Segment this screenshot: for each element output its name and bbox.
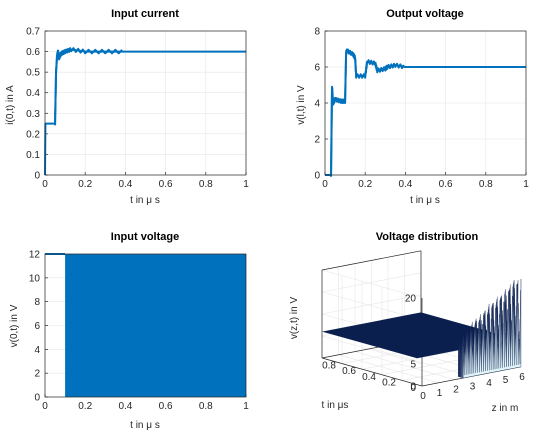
x-tick-label: 3 (470, 381, 476, 392)
y-tick-label: 6 (314, 63, 320, 74)
x-tick-label: 0.6 (439, 179, 453, 190)
x-tick-label: 0.4 (118, 401, 132, 412)
z-tick-label: 20 (405, 294, 417, 305)
output-voltage-panel: Output voltage v(l,t) in V t in μ s 0 0.2… (296, 8, 529, 206)
input-current-xlabel: t in μ s (130, 195, 160, 206)
x-tick-label: 0 (322, 179, 328, 190)
input-current-title: Input current (111, 8, 179, 20)
x-tick-label: 0.4 (118, 179, 132, 190)
y-tick-label: 0 (410, 383, 416, 394)
y-tick-label: 10 (29, 273, 41, 284)
input-voltage-title: Input voltage (111, 231, 179, 243)
y-tick-label: 0.6 (342, 366, 356, 377)
y-tick-label: 0.3 (26, 109, 40, 120)
y-tick-label: 0 (314, 171, 320, 182)
y-tick-label: 0.2 (382, 377, 396, 388)
y-tick-label: 4 (34, 345, 40, 356)
voltage-distribution-xlabel: z in m (492, 403, 519, 414)
voltage-distribution-title: Voltage distribution (376, 231, 479, 243)
x-tick-label: 1 (437, 388, 443, 399)
output-voltage-ylabel: v(l,t) in V (296, 85, 307, 125)
y-tick-label: 0.1 (26, 150, 40, 161)
x-gridline-floor (371, 348, 472, 377)
x-gridline-floor (354, 351, 456, 380)
y-tick-label: 2 (314, 135, 320, 146)
input-voltage-xlabel: t in μ s (130, 420, 160, 431)
voltage-distribution-ylabel: t in μs (322, 400, 349, 411)
y-tick-label: 2 (34, 369, 40, 380)
y-tick-label: 12 (29, 250, 41, 261)
x-tick-label: 0.8 (479, 179, 493, 190)
y-gridline-floor (361, 349, 462, 370)
x-tick-label: 0.8 (199, 179, 213, 190)
box-edge (321, 357, 423, 387)
y-tick-label: 0.4 (26, 88, 40, 99)
z-tick-label: 5 (410, 360, 416, 371)
series-ripple (330, 48, 405, 177)
surface-ridge (463, 278, 522, 379)
axes-frame (324, 30, 527, 176)
axes-frame (44, 253, 247, 398)
y-tick-label: 4 (314, 99, 320, 110)
z-tick-label: 0 (410, 382, 416, 393)
x-tick-label: 1 (523, 179, 529, 190)
y-tick-label: 0.6 (26, 47, 40, 58)
y-tick-label: 6 (34, 321, 40, 332)
input-voltage-panel: Input voltage v(0,t) in V t in μ s 0 0.2 0… (9, 231, 249, 431)
x-tick-label: 0.4 (398, 179, 412, 190)
y-tick-label: 0.5 (26, 68, 40, 79)
series-band (45, 254, 246, 397)
y-tick-label: 0.7 (26, 27, 40, 38)
input-voltage-ylabel: v(0,t) in V (9, 304, 20, 347)
y-tick-label: 0 (34, 393, 40, 404)
x-tick-label: 4 (486, 378, 492, 389)
x-tick-label: 0.2 (78, 401, 92, 412)
voltage-distribution-zlabel: v(z,t) in V (289, 297, 300, 340)
x-tick-label: 1 (243, 179, 249, 190)
y-tick-label: 8 (314, 27, 320, 38)
input-current-ylabel: i(0,t) in A (5, 85, 16, 125)
y-tick-label: 0.8 (322, 361, 336, 372)
x-tick-label: 0 (42, 401, 48, 412)
y-tick-label: 8 (34, 297, 40, 308)
axes-frame (44, 30, 247, 176)
x-tick-label: 0 (42, 179, 48, 190)
x-tick-label: 0.2 (358, 179, 372, 190)
plot-area (45, 31, 246, 175)
x-tick-label: 0.8 (199, 401, 213, 412)
x-tick-label: 6 (519, 372, 525, 383)
output-voltage-title: Output voltage (386, 8, 464, 20)
input-current-panel: Input current i(0,t) in A t in μ s 0 0.2 0… (5, 8, 249, 206)
x-tick-label: 0.6 (159, 179, 173, 190)
x-tick-label: 0.2 (78, 179, 92, 190)
box-edge (321, 250, 422, 271)
y-tick-label: 0.2 (26, 129, 40, 140)
x-tick-label: 0 (420, 391, 426, 402)
x-tick-label: 2 (453, 385, 459, 396)
x-tick-label: 5 (503, 375, 509, 386)
y-tick-label: 0.4 (362, 372, 376, 383)
y-tick-label: 0 (34, 171, 40, 182)
voltage-distribution-panel: Voltage distribution v(z,t) in V t in μs… (289, 231, 525, 414)
output-voltage-xlabel: t in μ s (410, 195, 440, 206)
x-tick-label: 0.6 (159, 401, 173, 412)
x-tick-label: 1 (243, 401, 249, 412)
series-ripple (54, 47, 123, 126)
